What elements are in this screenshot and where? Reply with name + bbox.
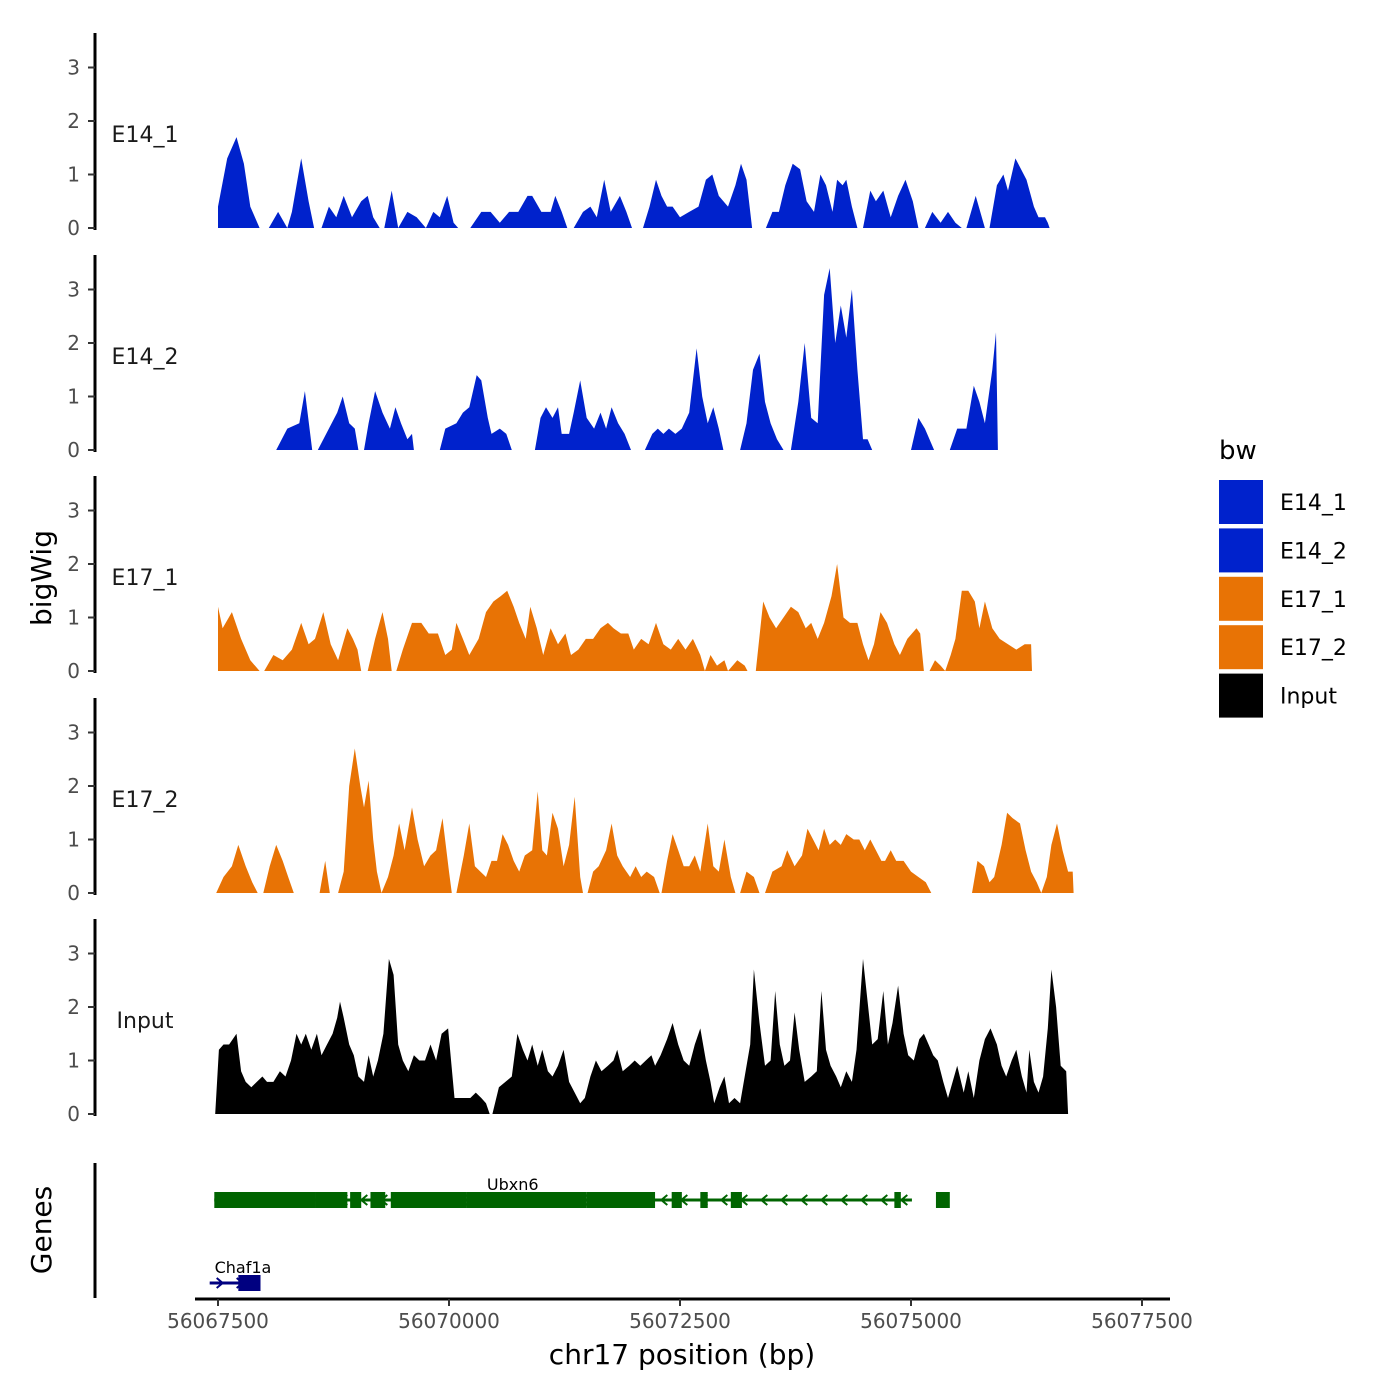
strand-arrow <box>679 1194 688 1206</box>
exon <box>586 1192 656 1208</box>
y-tick-label: 2 <box>67 109 80 133</box>
strand-arrow <box>719 1194 728 1206</box>
y-tick-label: 1 <box>67 385 80 409</box>
y-tick-label: 2 <box>67 774 80 798</box>
x-tick-label: 56070000 <box>398 1309 500 1333</box>
strand-arrow <box>859 1194 868 1206</box>
exon <box>370 1192 386 1208</box>
track-e14-1: 0 1 2 3 E14_1 <box>67 33 1050 240</box>
exon <box>894 1192 901 1208</box>
coverage-area <box>215 958 1069 1114</box>
track-e17-2: 0 1 2 3 E17_2 <box>67 698 1074 905</box>
strand-arrow <box>839 1194 848 1206</box>
strand-arrow <box>899 1194 908 1206</box>
track-e14-2: 0 1 2 3 E14_2 <box>67 255 998 462</box>
coverage-area <box>216 748 1074 893</box>
y-tick-label: 0 <box>67 1102 80 1126</box>
legend: bw E14_1 E14_2 E17_1 E17_2 Input <box>1219 436 1347 718</box>
gene-chaf1a: Chaf1a <box>209 1258 272 1291</box>
strand-arrow <box>799 1194 808 1206</box>
legend-item: Input <box>1219 673 1337 718</box>
coverage-tracks: 0 1 2 3 E14_1 0 1 2 3 E14_2 0 1 2 3 E17_1 0 1 2 3 E17_2 0 1 2 3… <box>67 33 1074 1126</box>
exon <box>700 1192 708 1208</box>
x-ticks: 56067500 56070000 56072500 56075000 56077500 <box>167 1299 1193 1333</box>
track-input: 0 1 2 3 Input <box>67 919 1069 1126</box>
strand-arrow <box>359 1194 368 1206</box>
gene-ubxn6: Ubxn6 <box>214 1175 950 1208</box>
exon <box>350 1192 362 1208</box>
y-tick-label: 3 <box>67 942 80 966</box>
y-axis-title: bigWig <box>25 530 58 626</box>
x-tick-label: 56072500 <box>629 1309 731 1333</box>
y-tick-label: 3 <box>67 56 80 80</box>
exon <box>730 1192 742 1208</box>
track-label: E14_2 <box>112 345 179 370</box>
strand-arrow <box>779 1194 788 1206</box>
exon <box>315 1192 348 1208</box>
y-tick-label: 3 <box>67 499 80 523</box>
legend-item: E17_1 <box>1219 576 1347 621</box>
exon <box>671 1192 682 1208</box>
genes: Ubxn6 Chaf1a <box>209 1175 950 1291</box>
track-label: Input <box>117 1009 174 1034</box>
track-label: E17_2 <box>112 788 179 813</box>
exon <box>238 1275 261 1291</box>
y-tick-label: 0 <box>67 881 80 905</box>
exon <box>466 1192 587 1208</box>
y-tick-label: 2 <box>67 995 80 1019</box>
y-tick-label: 0 <box>67 216 80 240</box>
legend-items: E14_1 E14_2 E17_1 E17_2 Input <box>1219 480 1347 718</box>
x-axis-title: chr17 position (bp) <box>549 1338 815 1371</box>
legend-label: E14_2 <box>1280 539 1347 564</box>
legend-item: E14_1 <box>1219 480 1347 524</box>
exon <box>214 1192 316 1208</box>
legend-label: Input <box>1280 685 1337 710</box>
coverage-area <box>276 268 998 450</box>
legend-item: E14_2 <box>1219 528 1347 573</box>
gene-label: Chaf1a <box>215 1258 272 1277</box>
legend-swatch <box>1219 576 1263 621</box>
legend-item: E17_2 <box>1219 625 1347 670</box>
legend-swatch <box>1219 528 1263 573</box>
y-tick-label: 2 <box>67 331 80 355</box>
x-axis: 56067500 56070000 56072500 56075000 56077500… <box>167 1297 1193 1371</box>
y-tick-label: 3 <box>67 721 80 745</box>
coverage-area <box>218 564 1032 671</box>
exon <box>390 1192 467 1208</box>
gene-annotation-panel: Genes Ubxn6 Chaf1a <box>25 1163 950 1298</box>
y-tick-label: 1 <box>67 1049 80 1073</box>
legend-label: E14_1 <box>1280 491 1347 516</box>
x-tick-label: 56077500 <box>1091 1309 1193 1333</box>
track-label: E14_1 <box>112 123 179 148</box>
y-tick-label: 1 <box>67 163 80 187</box>
strand-arrow <box>659 1194 668 1206</box>
legend-swatch <box>1219 480 1263 524</box>
strand-arrow <box>739 1194 748 1206</box>
exon <box>935 1192 950 1208</box>
legend-title: bw <box>1219 436 1257 466</box>
x-tick-label: 56075000 <box>860 1309 962 1333</box>
coverage-area <box>218 137 1050 228</box>
gene-label: Ubxn6 <box>487 1175 539 1194</box>
genes-title: Genes <box>25 1186 58 1274</box>
legend-swatch <box>1219 625 1263 670</box>
y-tick-label: 1 <box>67 828 80 852</box>
legend-label: E17_2 <box>1280 636 1347 661</box>
strand-arrow <box>216 1277 225 1289</box>
x-tick-label: 56067500 <box>167 1309 269 1333</box>
track-e17-1: 0 1 2 3 E17_1 <box>67 476 1032 683</box>
track-label: E17_1 <box>112 566 179 591</box>
y-tick-label: 0 <box>67 659 80 683</box>
y-tick-label: 1 <box>67 606 80 630</box>
strand-arrow <box>759 1194 768 1206</box>
y-tick-label: 0 <box>67 438 80 462</box>
legend-label: E17_1 <box>1280 588 1347 613</box>
y-tick-label: 2 <box>67 552 80 576</box>
strand-arrow <box>879 1194 888 1206</box>
strand-arrow <box>819 1194 828 1206</box>
legend-swatch <box>1219 673 1263 718</box>
y-tick-label: 3 <box>67 278 80 302</box>
